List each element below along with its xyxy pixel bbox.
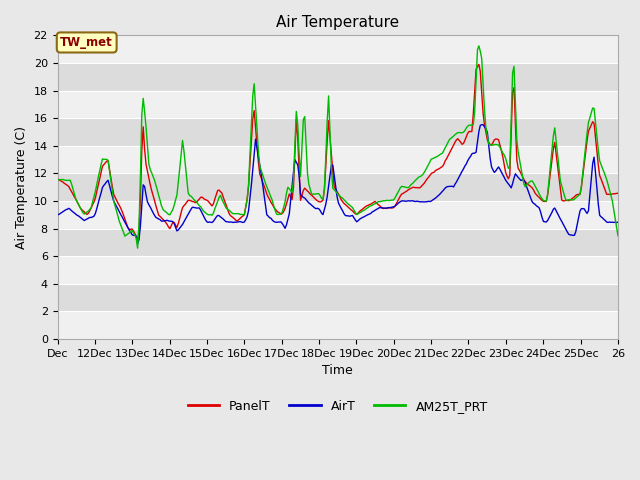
Bar — [58, 146, 618, 173]
X-axis label: Time: Time — [323, 364, 353, 377]
Bar — [58, 118, 618, 146]
Bar — [58, 256, 618, 284]
Bar — [58, 36, 618, 63]
Title: Air Temperature: Air Temperature — [276, 15, 399, 30]
Bar — [58, 284, 618, 312]
Bar — [58, 173, 618, 201]
Bar — [58, 91, 618, 118]
Legend: PanelT, AirT, AM25T_PRT: PanelT, AirT, AM25T_PRT — [183, 395, 493, 418]
Bar — [58, 63, 618, 91]
Bar — [58, 228, 618, 256]
Y-axis label: Air Temperature (C): Air Temperature (C) — [15, 126, 28, 249]
Bar — [58, 312, 618, 339]
Text: TW_met: TW_met — [60, 36, 113, 49]
Bar — [58, 201, 618, 228]
